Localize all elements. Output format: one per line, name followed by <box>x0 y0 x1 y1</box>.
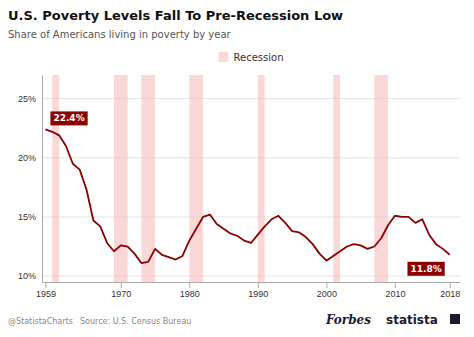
x-tick-mark <box>395 282 396 288</box>
grid-line <box>42 157 460 158</box>
annotation: 22.4% <box>50 111 87 125</box>
annotation-label: 22.4% <box>53 113 84 123</box>
annotation: 11.8% <box>407 262 444 276</box>
x-tick: 1959 <box>36 282 56 299</box>
plot-area <box>45 75 449 282</box>
subtitle: Share of Americans living in poverty by … <box>8 29 232 40</box>
legend-swatch <box>219 52 229 62</box>
grid <box>42 99 460 276</box>
recession-band <box>189 75 203 282</box>
y-tick: 15% <box>18 212 42 222</box>
chart: U.S. Poverty Levels Fall To Pre-Recessio… <box>0 0 474 337</box>
x-tick-mark <box>450 282 451 288</box>
y-axis: 10% 15% 20% 25% <box>18 76 43 283</box>
y-axis-line <box>42 76 43 283</box>
annotation-box <box>407 262 444 276</box>
x-tick: 1990 <box>248 282 268 299</box>
x-tick: 2010 <box>385 282 405 299</box>
x-axis-line <box>43 282 461 283</box>
annotation-label: 11.8% <box>410 264 441 274</box>
x-tick: 2000 <box>317 282 337 299</box>
x-tick-mark <box>45 282 46 288</box>
x-tick-mark <box>326 282 327 288</box>
brand: statista <box>386 313 438 327</box>
chart-container: U.S. Poverty Levels Fall To Pre-Recessio… <box>0 0 474 337</box>
brand-icon <box>450 314 460 324</box>
legend: Recession <box>219 52 284 63</box>
source: Source: U.S. Census Bureau <box>80 317 191 326</box>
brand: Forbes <box>325 313 371 327</box>
line <box>45 129 449 263</box>
annotations: 22.4% 11.8% <box>50 111 444 275</box>
y-tick-label: 15% <box>18 212 36 222</box>
x-tick-label: 1980 <box>180 289 200 299</box>
y-tick-label: 20% <box>18 153 36 163</box>
grid-line <box>42 276 460 277</box>
x-tick-label: 2000 <box>317 289 337 299</box>
annotation-box <box>50 111 87 125</box>
x-tick-label: 2010 <box>385 289 405 299</box>
y-tick: 10% <box>18 271 42 281</box>
x-tick-mark <box>121 282 122 288</box>
legend-label: Recession <box>234 52 284 63</box>
x-tick-label: 1990 <box>248 289 268 299</box>
recession-band <box>52 75 59 282</box>
x-tick-label: 1970 <box>111 289 131 299</box>
x-tick: 1980 <box>180 282 200 299</box>
y-tick-label: 25% <box>18 94 36 104</box>
x-tick: 2018 <box>440 282 460 299</box>
title: U.S. Poverty Levels Fall To Pre-Recessio… <box>8 8 343 23</box>
recession-band <box>114 75 128 282</box>
recession-band <box>374 75 388 282</box>
y-tick: 20% <box>18 153 42 163</box>
credit: @StatistaCharts <box>8 317 73 326</box>
x-tick-mark <box>189 282 190 288</box>
x-tick: 1970 <box>111 282 131 299</box>
x-axis: 1959 1970 1980 1990 2000 2010 2018 <box>36 282 461 299</box>
x-tick-mark <box>258 282 259 288</box>
grid-line <box>42 98 460 99</box>
x-tick-label: 2018 <box>440 289 460 299</box>
recession-band <box>258 75 265 282</box>
y-tick-label: 10% <box>18 271 36 281</box>
x-tick-label: 1959 <box>36 289 56 299</box>
y-tick: 25% <box>18 94 42 104</box>
